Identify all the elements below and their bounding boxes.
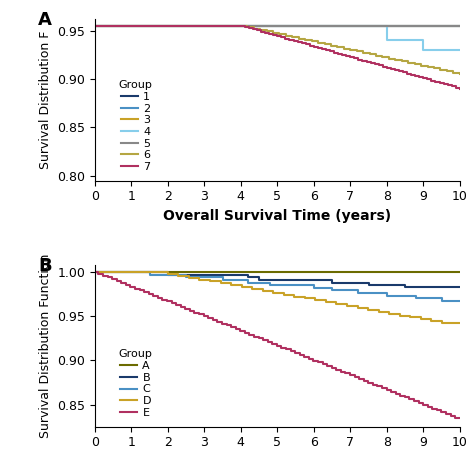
6 <box>457 71 463 77</box>
Text: A: A <box>38 11 52 29</box>
C <box>329 288 335 293</box>
B <box>165 272 171 277</box>
7 <box>315 44 321 50</box>
B <box>165 269 171 275</box>
6 <box>380 53 385 58</box>
C <box>219 277 226 283</box>
6 <box>386 55 392 61</box>
E <box>457 415 463 420</box>
B <box>256 274 262 280</box>
Line: 4: 4 <box>95 26 460 50</box>
C <box>267 283 273 288</box>
B <box>245 272 251 277</box>
Line: D: D <box>95 272 460 323</box>
E <box>92 269 98 275</box>
Line: 6: 6 <box>95 26 460 74</box>
C <box>413 293 419 299</box>
B <box>329 277 335 283</box>
Y-axis label: Survival Distribution F: Survival Distribution F <box>38 31 52 169</box>
E <box>388 389 394 395</box>
4 <box>457 47 463 53</box>
C <box>355 288 360 293</box>
7 <box>408 72 414 78</box>
C <box>438 296 444 301</box>
C <box>183 272 189 277</box>
Y-axis label: Survival Distribution Function: Survival Distribution Function <box>38 254 52 438</box>
4 <box>384 23 390 28</box>
B <box>92 269 98 275</box>
6 <box>457 71 463 77</box>
6 <box>309 38 314 44</box>
4 <box>420 37 426 43</box>
6 <box>360 50 366 55</box>
B <box>256 277 262 283</box>
C <box>245 277 251 283</box>
C <box>384 293 390 299</box>
7 <box>457 86 463 91</box>
C <box>457 298 463 304</box>
E <box>329 363 335 369</box>
Line: C: C <box>95 272 460 301</box>
D <box>344 303 350 309</box>
C <box>355 290 360 296</box>
C <box>147 269 153 275</box>
C <box>245 280 251 285</box>
D <box>165 269 171 275</box>
E <box>438 408 444 413</box>
B <box>365 283 371 288</box>
B <box>457 284 463 290</box>
B <box>245 274 251 280</box>
C <box>311 285 317 291</box>
6 <box>264 28 269 34</box>
B <box>329 280 335 285</box>
4 <box>384 37 390 43</box>
D <box>92 269 98 275</box>
E <box>292 350 298 356</box>
Line: E: E <box>95 272 460 418</box>
D <box>439 320 445 326</box>
C <box>147 272 153 277</box>
4 <box>420 47 426 53</box>
7 <box>396 68 402 74</box>
D <box>334 301 339 307</box>
X-axis label: Overall Survival Time (years): Overall Survival Time (years) <box>163 209 392 223</box>
C <box>311 283 317 288</box>
D <box>323 298 329 303</box>
B <box>402 283 408 288</box>
D <box>260 288 265 294</box>
B <box>402 284 408 290</box>
C <box>92 269 98 275</box>
7 <box>360 58 365 64</box>
E <box>196 310 202 315</box>
Text: B: B <box>38 257 52 275</box>
D <box>457 320 463 326</box>
Line: B: B <box>95 272 460 287</box>
7 <box>388 65 394 71</box>
E <box>452 415 458 420</box>
C <box>384 290 390 296</box>
C <box>413 296 419 301</box>
C <box>438 298 444 304</box>
B <box>365 280 371 285</box>
Legend: 1, 2, 3, 4, 5, 6, 7: 1, 2, 3, 4, 5, 6, 7 <box>118 80 153 172</box>
6 <box>92 23 98 28</box>
C <box>329 285 335 291</box>
7 <box>453 83 458 89</box>
7 <box>457 86 463 91</box>
C <box>267 280 273 285</box>
Legend: A, B, C, D, E: A, B, C, D, E <box>118 349 153 418</box>
D <box>376 309 382 315</box>
E <box>164 299 170 304</box>
Line: 7: 7 <box>95 26 460 89</box>
7 <box>92 23 98 28</box>
C <box>219 274 226 280</box>
4 <box>92 23 98 28</box>
C <box>183 274 189 280</box>
6 <box>290 33 295 38</box>
